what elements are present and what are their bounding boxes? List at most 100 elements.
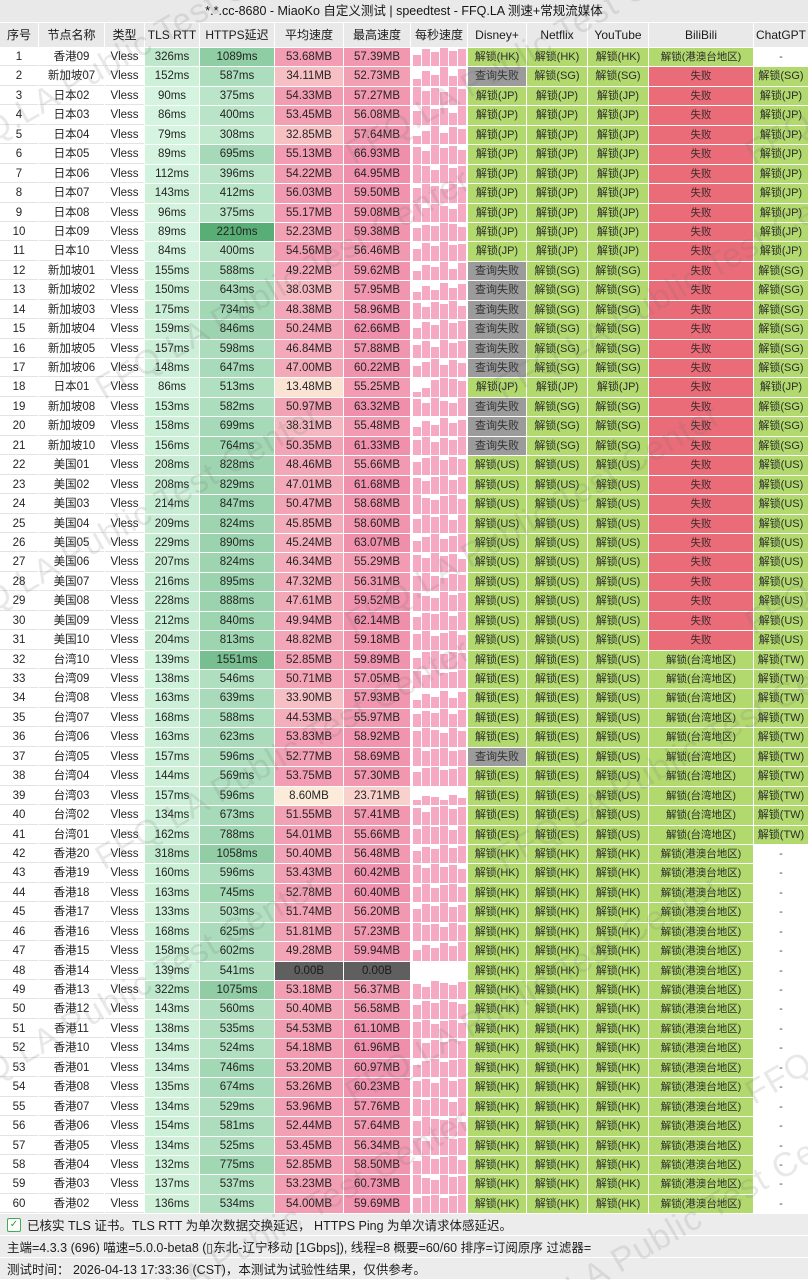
spark-bar [421, 71, 430, 86]
table-row: 13 新加坡02 Vless 150ms 643ms 38.03MB 57.95… [0, 281, 808, 300]
avg-speed-value: 52.23MB [275, 222, 343, 242]
disney-status: 解锁(JP) [468, 203, 526, 222]
spark-bar [448, 1039, 457, 1058]
bilibili-status: 解锁(港澳台地区) [649, 1194, 753, 1214]
spark-bar [457, 981, 466, 1000]
per-second-speed-sparkline [411, 844, 467, 864]
spark-bar [457, 498, 466, 514]
spark-bar [439, 92, 448, 106]
chatgpt-status: 解锁(US) [754, 514, 808, 533]
spark-bar [457, 284, 466, 300]
spark-bar [448, 287, 457, 300]
bilibili-status: 失败 [649, 475, 753, 495]
spark-bar [439, 672, 448, 689]
table-row: 45 香港17 Vless 133ms 503ms 51.74MB 56.20M… [0, 903, 808, 922]
spark-bar [439, 242, 448, 261]
avg-speed-value: 46.84MB [275, 339, 343, 358]
avg-speed-value: 55.17MB [275, 203, 343, 222]
spark-bar [430, 650, 439, 669]
spark-bar [439, 1198, 448, 1214]
table-row: 53 香港01 Vless 134ms 746ms 53.20MB 60.97M… [0, 1058, 808, 1078]
spark-bar [439, 67, 448, 86]
row-index: 8 [0, 184, 38, 203]
disney-status: 解锁(US) [468, 456, 526, 475]
https-latency-value: 888ms [200, 592, 274, 611]
per-second-speed-sparkline [411, 650, 467, 669]
node-type: Vless [105, 553, 144, 572]
avg-speed-value: 53.26MB [275, 1078, 343, 1097]
spark-bar [412, 187, 421, 203]
youtube-status: 解锁(HK) [588, 1097, 648, 1117]
row-index: 39 [0, 786, 38, 806]
node-type: Vless [105, 533, 144, 553]
https-latency-value: 412ms [200, 184, 274, 203]
https-latency-value: 824ms [200, 553, 274, 572]
netflix-status: 解锁(US) [527, 475, 587, 495]
node-name: 日本08 [39, 203, 104, 222]
max-speed-value: 57.64MB [344, 125, 410, 145]
spark-bar [421, 224, 430, 242]
youtube-status: 解锁(US) [588, 533, 648, 553]
spark-bar [457, 731, 466, 747]
spark-bar [421, 1100, 430, 1117]
youtube-status: 解锁(SG) [588, 436, 648, 456]
node-name: 日本04 [39, 125, 104, 145]
node-name: 新加坡07 [39, 67, 104, 86]
row-index: 49 [0, 981, 38, 1000]
row-index: 59 [0, 1175, 38, 1194]
max-speed-value: 56.34MB [344, 1136, 410, 1155]
avg-speed-value: 53.45MB [275, 106, 343, 125]
avg-speed-value: 50.40MB [275, 844, 343, 864]
youtube-status: 解锁(SG) [588, 67, 648, 86]
chatgpt-status: 解锁(TW) [754, 670, 808, 689]
node-name: 台湾06 [39, 728, 104, 747]
https-latency-value: 534ms [200, 1194, 274, 1214]
spark-bar [412, 1120, 421, 1136]
table-row: 21 新加坡10 Vless 156ms 764ms 50.35MB 61.33… [0, 436, 808, 456]
node-name: 香港03 [39, 1175, 104, 1194]
node-type: Vless [105, 300, 144, 320]
max-speed-value: 57.95MB [344, 281, 410, 300]
chatgpt-status: - [754, 1136, 808, 1155]
node-type: Vless [105, 125, 144, 145]
row-index: 14 [0, 300, 38, 320]
netflix-status: 解锁(ES) [527, 806, 587, 825]
max-speed-value: 55.48MB [344, 417, 410, 436]
bilibili-status: 解锁(台湾地区) [649, 708, 753, 728]
spark-bar [439, 418, 448, 436]
netflix-status: 解锁(HK) [527, 48, 587, 67]
tls-rtt-value: 157ms [145, 786, 199, 806]
spark-bar [439, 437, 448, 456]
youtube-status: 解锁(US) [588, 708, 648, 728]
spark-bar [412, 204, 421, 222]
node-name: 美国03 [39, 495, 104, 514]
spark-bar [457, 262, 466, 281]
spark-bar [412, 427, 421, 436]
per-second-speed-sparkline [411, 981, 467, 1000]
row-index: 51 [0, 1019, 38, 1039]
spark-bar [448, 86, 457, 106]
max-speed-value: 58.92MB [344, 728, 410, 747]
per-second-speed-sparkline [411, 728, 467, 747]
spark-bar [439, 1000, 448, 1019]
netflix-status: 解锁(SG) [527, 320, 587, 339]
per-second-speed-sparkline [411, 1019, 467, 1039]
spark-bar [448, 457, 457, 475]
tls-rtt-value: 168ms [145, 922, 199, 942]
spark-bar [430, 499, 439, 514]
row-index: 22 [0, 456, 38, 475]
bilibili-status: 解锁(台湾地区) [649, 650, 753, 669]
spark-bar [457, 574, 466, 592]
spark-bar [457, 149, 466, 164]
tls-rtt-value: 162ms [145, 825, 199, 844]
chatgpt-status: 解锁(TW) [754, 767, 808, 786]
netflix-status: 解锁(HK) [527, 1058, 587, 1078]
spark-bar [412, 807, 421, 825]
tls-rtt-value: 136ms [145, 1194, 199, 1214]
verified-check-icon: ✓ [7, 1217, 21, 1232]
youtube-status: 解锁(SG) [588, 417, 648, 436]
spark-bar [421, 387, 430, 397]
spark-bar [430, 442, 439, 456]
tls-rtt-value: 134ms [145, 1039, 199, 1058]
spark-bar [412, 398, 421, 417]
